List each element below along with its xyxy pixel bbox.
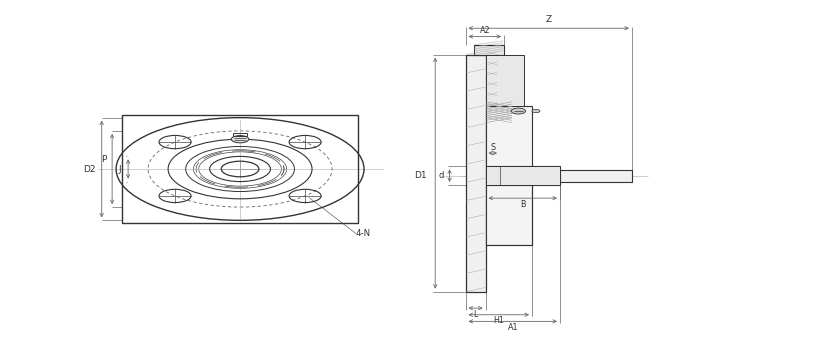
Text: B: B [520,200,526,209]
Text: P: P [101,154,107,164]
Bar [486,55,524,106]
Bar [466,55,486,292]
Text: Z: Z [546,16,552,24]
Text: D1: D1 [415,171,427,180]
Circle shape [532,110,540,113]
Bar [486,106,532,245]
Text: A2: A2 [480,26,490,35]
Circle shape [511,108,526,114]
Bar [122,115,358,223]
Text: S: S [490,143,495,152]
Text: A1: A1 [508,323,518,332]
Text: J: J [119,165,122,173]
Circle shape [231,136,249,143]
Bar [486,166,560,185]
Text: L: L [473,310,477,319]
Text: d: d [439,171,444,180]
Text: 4-N: 4-N [356,229,371,238]
Bar [473,45,504,55]
Bar [560,170,632,182]
Text: H1: H1 [494,316,504,325]
Text: D2: D2 [82,165,95,173]
